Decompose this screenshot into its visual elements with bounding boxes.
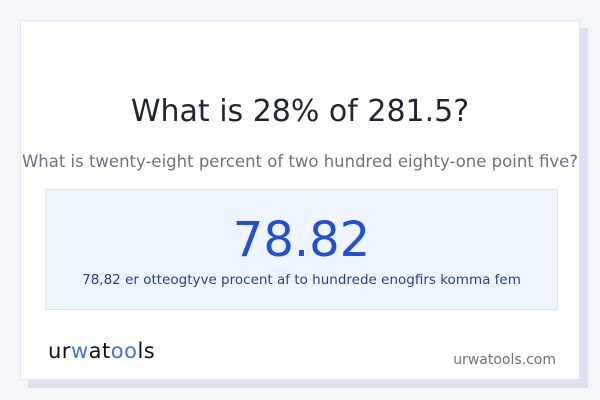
result-card: What is 28% of 281.5? What is twenty-eig… — [20, 20, 580, 380]
site-domain: urwatools.com — [453, 352, 556, 368]
page-subtitle: What is twenty-eight percent of two hund… — [21, 152, 579, 171]
result-words: 78,82 er otteogtyve procent af to hundre… — [82, 272, 521, 288]
page-title: What is 28% of 281.5? — [130, 94, 470, 129]
urwatools-logo: urwatools — [48, 339, 156, 363]
result-box: 78.82 78,82 er otteogtyve procent af to … — [45, 189, 558, 310]
result-value: 78.82 — [232, 212, 371, 268]
